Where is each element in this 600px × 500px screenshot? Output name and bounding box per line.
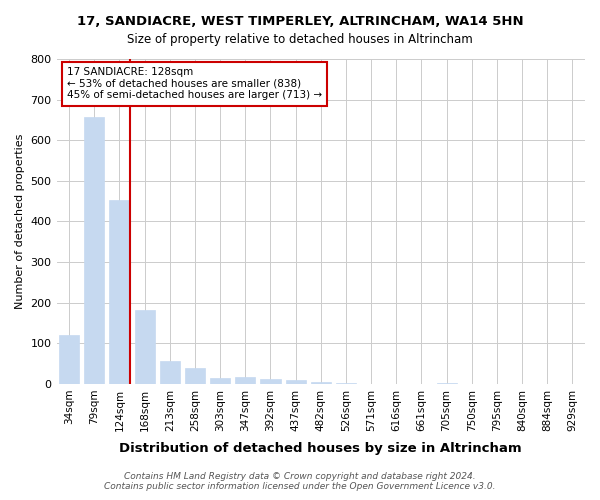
X-axis label: Distribution of detached houses by size in Altrincham: Distribution of detached houses by size … <box>119 442 522 455</box>
Bar <box>235 376 256 384</box>
Bar <box>336 382 356 384</box>
Text: Contains HM Land Registry data © Crown copyright and database right 2024.
Contai: Contains HM Land Registry data © Crown c… <box>104 472 496 491</box>
Bar <box>160 361 180 384</box>
Bar <box>286 380 305 384</box>
Bar <box>185 368 205 384</box>
Bar <box>311 382 331 384</box>
Bar <box>84 116 104 384</box>
Y-axis label: Number of detached properties: Number of detached properties <box>15 134 25 309</box>
Text: 17, SANDIACRE, WEST TIMPERLEY, ALTRINCHAM, WA14 5HN: 17, SANDIACRE, WEST TIMPERLEY, ALTRINCHA… <box>77 15 523 28</box>
Bar <box>59 335 79 384</box>
Text: Size of property relative to detached houses in Altrincham: Size of property relative to detached ho… <box>127 32 473 46</box>
Bar <box>109 200 130 384</box>
Bar <box>134 310 155 384</box>
Text: 17 SANDIACRE: 128sqm
← 53% of detached houses are smaller (838)
45% of semi-deta: 17 SANDIACRE: 128sqm ← 53% of detached h… <box>67 67 322 100</box>
Bar <box>437 383 457 384</box>
Bar <box>260 379 281 384</box>
Bar <box>210 378 230 384</box>
